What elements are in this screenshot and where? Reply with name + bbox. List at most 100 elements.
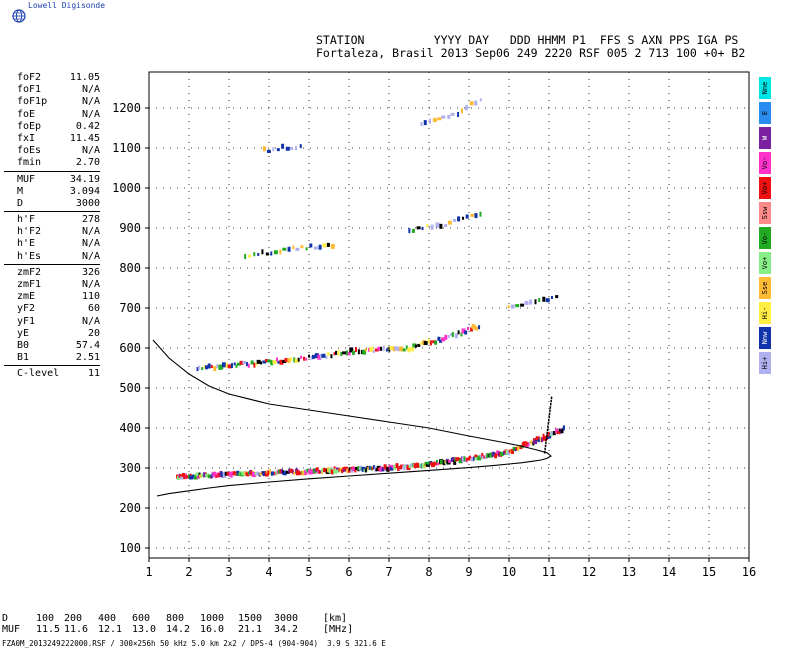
- legend-label: E: [761, 110, 769, 116]
- echo-point: [313, 246, 318, 250]
- echo-point: [562, 425, 565, 431]
- echo-point: [550, 431, 555, 436]
- echo-point: [402, 348, 406, 352]
- globe-icon: [12, 9, 26, 23]
- param-value: 110: [81, 291, 100, 303]
- param-row: zmF2 326: [4, 267, 100, 279]
- param-value: 11: [87, 368, 100, 380]
- muf-cell: 200: [64, 613, 83, 624]
- echo-point: [457, 216, 461, 222]
- muf-cell: 16.0: [200, 624, 225, 635]
- param-name: foF2: [17, 72, 42, 83]
- echo-point: [464, 105, 468, 111]
- echo-point: [267, 359, 272, 363]
- echo-point: [279, 249, 282, 255]
- echo-point: [250, 360, 254, 365]
- x-tick-label: 4: [265, 565, 272, 579]
- echo-point: [276, 357, 279, 362]
- echo-point: [456, 458, 461, 462]
- echo-point: [555, 428, 559, 434]
- echo-point: [284, 358, 288, 363]
- echo-point: [261, 249, 264, 255]
- echo-point: [203, 364, 206, 369]
- echo-point: [437, 336, 441, 341]
- echo-point: [198, 474, 202, 478]
- echo-point: [556, 431, 561, 435]
- echo-point: [352, 467, 357, 472]
- y-tick-label: 200: [119, 501, 141, 515]
- echo-point: [450, 112, 455, 116]
- echo-point: [436, 462, 439, 466]
- legend-label: Vo+: [761, 256, 769, 270]
- echo-point: [309, 469, 314, 475]
- echo-point: [441, 337, 446, 342]
- muf-row-label: D: [2, 613, 9, 624]
- echo-point: [340, 352, 343, 357]
- echo-point: [424, 461, 429, 466]
- muf-cell: 11.6: [64, 624, 89, 635]
- legend-label: Ssw: [761, 206, 769, 220]
- echo-point: [372, 350, 375, 354]
- echo-point: [507, 451, 511, 456]
- echo-point: [248, 254, 252, 258]
- echo-point: [524, 300, 529, 305]
- echo-point: [300, 355, 303, 359]
- echo-point: [511, 448, 515, 454]
- muf-cell: 12.1: [98, 624, 123, 635]
- y-tick-label: 100: [119, 541, 141, 555]
- echo-point: [346, 468, 350, 473]
- param-name: yF1: [17, 315, 36, 327]
- echo-point: [317, 470, 320, 474]
- echo-point: [538, 438, 541, 443]
- x-tick-label: 11: [542, 565, 556, 579]
- echo-point: [266, 150, 271, 154]
- echo-trace-point: [544, 444, 547, 448]
- echo-point: [230, 473, 233, 478]
- echo-point: [235, 364, 238, 368]
- param-value: N/A: [81, 226, 100, 238]
- echo-point: [270, 251, 273, 256]
- echo-point: [277, 360, 280, 364]
- echo-point: [282, 360, 287, 364]
- echo-point: [542, 296, 546, 302]
- echo-point: [517, 445, 520, 451]
- param-name: h'F2: [17, 226, 42, 238]
- echo-point: [420, 122, 423, 127]
- muf-cell: 21.1: [238, 624, 263, 635]
- echo-point: [362, 349, 367, 355]
- legend-swatch: Vo+: [759, 252, 771, 274]
- echo-point: [416, 226, 421, 230]
- echo-point: [246, 362, 249, 367]
- echo-point: [289, 468, 294, 473]
- echo-point: [510, 304, 515, 309]
- echo-point: [245, 472, 250, 477]
- echo-point: [364, 468, 367, 473]
- echo-point: [364, 348, 367, 352]
- echo-point: [530, 440, 533, 445]
- echo-point: [466, 457, 471, 461]
- echo-point: [310, 355, 314, 360]
- echo-point: [242, 360, 247, 364]
- echo-point: [196, 475, 200, 479]
- legend-label: Sse: [761, 281, 769, 295]
- echo-point: [309, 243, 313, 248]
- echo-trace-point: [547, 422, 550, 425]
- echo-point: [281, 143, 285, 149]
- echo-point: [236, 362, 241, 366]
- echo-point: [302, 356, 305, 361]
- echo-point: [399, 346, 404, 352]
- x-tick-label: 12: [582, 565, 596, 579]
- echo-point: [558, 428, 561, 432]
- param-row: h'F2 N/A: [4, 226, 100, 238]
- muf-cell: 14.2: [166, 624, 191, 635]
- echo-trace-point: [550, 399, 552, 403]
- echo-point: [444, 224, 448, 228]
- echo-point: [269, 468, 272, 474]
- color-legend: Nne E W Vo- Vo+ Ssw Vo- Vo+ Sse Hi- Nnw Hi+: [759, 77, 771, 377]
- x-tick-label: 7: [385, 565, 392, 579]
- echo-point: [335, 350, 338, 355]
- y-tick-label: 1000: [112, 181, 141, 195]
- param-name: fxI: [17, 132, 36, 144]
- param-name: yF2: [17, 303, 36, 315]
- echo-point: [458, 459, 463, 464]
